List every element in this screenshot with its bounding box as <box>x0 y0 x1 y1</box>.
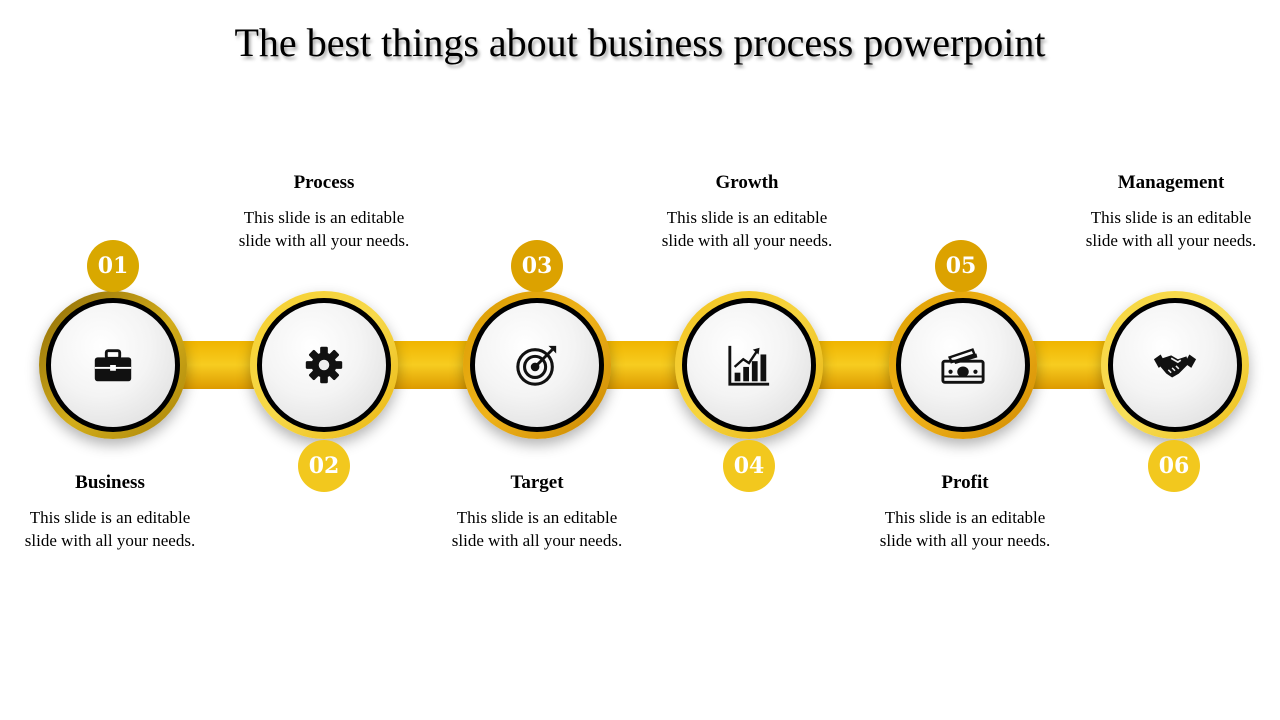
step-circle-4 <box>682 298 816 432</box>
step-label-5: Profit <box>941 472 989 493</box>
target-icon <box>516 345 557 386</box>
step-ring-3 <box>463 291 611 439</box>
step-circle-2 <box>257 298 391 432</box>
handshake-icon <box>1153 354 1197 378</box>
step-description-3: This slide is an editable slide with all… <box>451 508 623 550</box>
step-description-1: This slide is an editable slide with all… <box>24 508 196 550</box>
step-label-3: Target <box>510 472 564 493</box>
step-ring-1 <box>39 291 187 439</box>
gear-icon <box>305 346 343 384</box>
step-ring-5 <box>889 291 1037 439</box>
bar-chart-icon <box>728 345 770 386</box>
step-description-5: This slide is an editable slide with all… <box>879 508 1051 550</box>
step-ring-2 <box>250 291 398 439</box>
step-circle-6 <box>1108 298 1242 432</box>
step-badge-2: 02 <box>298 440 350 492</box>
step-ring-6 <box>1101 291 1249 439</box>
slide-title: The best things about business process p… <box>234 20 1046 65</box>
step-label-2: Process <box>293 172 355 193</box>
step-description-6: This slide is an editable slide with all… <box>1085 208 1257 250</box>
step-label-6: Management <box>1117 172 1225 193</box>
step-badge-3: 03 <box>511 240 563 292</box>
step-description-2: This slide is an editable slide with all… <box>238 208 410 250</box>
step-ring-4 <box>675 291 823 439</box>
step-badge-5: 05 <box>935 240 987 292</box>
briefcase-icon <box>94 349 132 382</box>
step-circle-1 <box>46 298 180 432</box>
step-badge-1: 01 <box>87 240 139 292</box>
step-description-4: This slide is an editable slide with all… <box>661 208 833 250</box>
step-label-1: Business <box>75 472 145 493</box>
step-label-4: Growth <box>715 172 779 193</box>
step-circle-5 <box>896 298 1030 432</box>
step-badge-6: 06 <box>1148 440 1200 492</box>
money-icon <box>941 348 985 384</box>
step-circle-3 <box>470 298 604 432</box>
step-badge-4: 04 <box>723 440 775 492</box>
